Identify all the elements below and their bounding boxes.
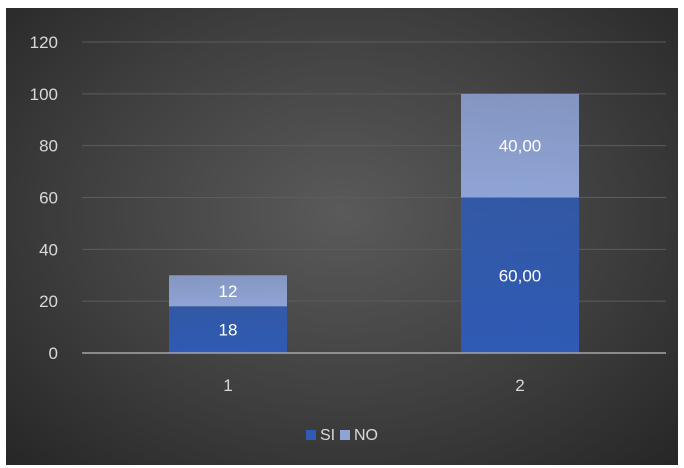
x-tick-label: 2: [515, 376, 524, 395]
legend-label-si: SI: [320, 427, 335, 444]
data-label: 40,00: [499, 137, 542, 156]
chart-area: 0 20 40 60 80 100 120 18 12 1 60,00 40,00 2 SI NO: [6, 8, 678, 465]
y-tick-label: 40: [39, 240, 58, 259]
legend-label-no: NO: [354, 427, 378, 444]
y-tick-label: 20: [39, 292, 58, 311]
bar-si-2: [461, 197, 579, 353]
legend-swatch-no: [340, 430, 350, 440]
y-tick-label: 100: [30, 85, 58, 104]
y-tick-label: 60: [39, 189, 58, 208]
bar-no-1: [169, 275, 287, 307]
x-tick-label: 1: [223, 376, 232, 395]
data-label: 18: [219, 321, 238, 340]
bar-si-1: [169, 306, 287, 353]
y-tick-label: 120: [30, 33, 58, 52]
data-label: 12: [219, 282, 238, 301]
y-tick-label: 80: [39, 137, 58, 156]
stacked-bar-chart: 0 20 40 60 80 100 120 18 12 1 60,00 40,00 2 SI NO: [30, 33, 666, 444]
y-tick-label: 0: [49, 344, 58, 363]
legend-swatch-si: [306, 430, 316, 440]
data-label: 60,00: [499, 266, 542, 285]
bar-no-2: [461, 93, 579, 198]
